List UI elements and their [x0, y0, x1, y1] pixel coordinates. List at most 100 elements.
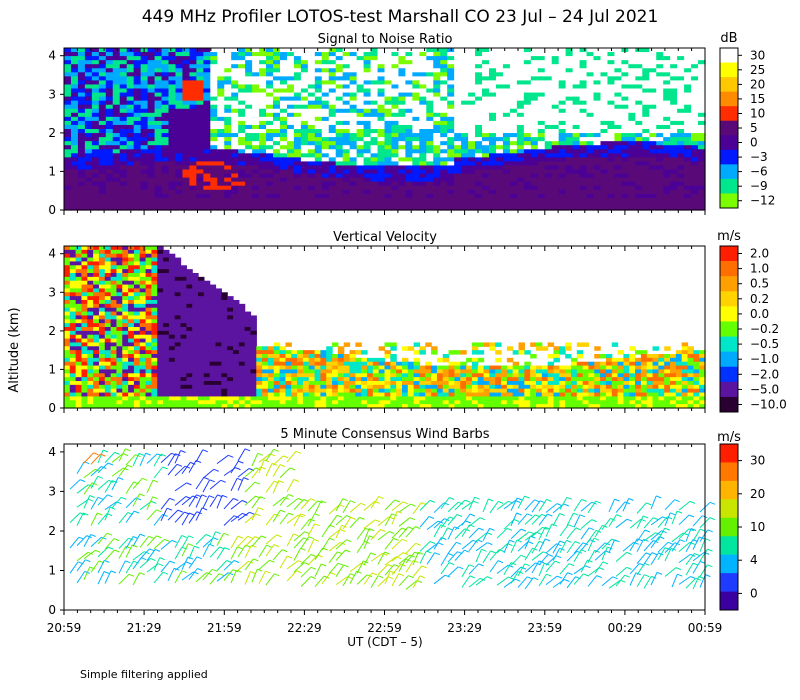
- snr-cell: [684, 104, 692, 110]
- snr-cell: [489, 100, 497, 106]
- snr-cell: [691, 137, 699, 142]
- snr-cell: [572, 64, 581, 69]
- velocity-cell: [93, 300, 100, 305]
- velocity-cell: [116, 392, 123, 398]
- snr-cell: [461, 137, 469, 142]
- snr-cell: [600, 92, 609, 98]
- velocity-cell: [81, 296, 88, 301]
- snr-cell: [321, 181, 330, 187]
- snr-cell: [691, 72, 699, 77]
- snr-cell: [621, 173, 629, 179]
- snr-cell: [196, 137, 204, 142]
- snr-cell: [454, 52, 462, 57]
- velocity-cell: [209, 327, 217, 332]
- velocity-cell: [186, 338, 193, 344]
- snr-cell: [621, 145, 629, 150]
- snr-cell: [91, 84, 100, 90]
- snr-cell: [245, 189, 253, 195]
- snr-cell: [252, 145, 260, 150]
- snr-cell: [203, 72, 211, 77]
- snr-cell: [530, 116, 539, 122]
- snr-cell: [105, 76, 114, 81]
- snr-cell: [91, 173, 100, 179]
- snr-cell: [677, 96, 685, 102]
- snr-cell: [509, 149, 518, 154]
- snr-cell: [210, 161, 218, 167]
- snr-cell: [621, 68, 629, 73]
- snr-cell: [537, 165, 546, 171]
- snr-cell: [98, 124, 107, 130]
- snr-cell: [112, 165, 121, 171]
- snr-cell: [356, 84, 365, 90]
- snr-cell: [412, 153, 420, 158]
- snr-cell: [147, 205, 156, 211]
- snr-cell: [126, 205, 135, 211]
- velocity-cell: [133, 292, 141, 297]
- snr-cell: [509, 124, 518, 130]
- snr-cell: [77, 56, 86, 61]
- velocity-cell: [81, 273, 88, 278]
- snr-cell: [502, 185, 511, 191]
- snr-cell: [419, 64, 427, 69]
- snr-cell: [189, 189, 197, 195]
- snr-cell: [196, 60, 204, 65]
- snr-cell: [419, 161, 427, 167]
- velocity-cell: [163, 288, 170, 293]
- snr-cell: [224, 52, 232, 57]
- velocity-cell: [192, 303, 199, 309]
- snr-cell: [405, 201, 413, 207]
- snr-cell: [579, 169, 588, 175]
- snr-cell: [217, 173, 225, 179]
- velocity-cell: [133, 284, 141, 290]
- snr-cell: [377, 145, 386, 150]
- snr-cell: [314, 68, 323, 73]
- snr-cell: [530, 124, 539, 130]
- velocity-cell: [93, 404, 100, 409]
- snr-cell: [245, 201, 253, 207]
- snr-cell: [259, 201, 267, 207]
- snr-cell: [328, 193, 337, 199]
- snr-cell: [558, 141, 567, 146]
- snr-cell: [349, 181, 358, 187]
- velocity-cell: [116, 357, 123, 363]
- snr-cell: [154, 112, 163, 118]
- snr-cell: [203, 68, 211, 73]
- snr-cell: [140, 193, 149, 199]
- velocity-cell: [174, 369, 182, 374]
- snr-cell: [112, 145, 121, 150]
- snr-cell: [98, 68, 107, 73]
- snr-cell: [70, 205, 79, 211]
- snr-cell: [279, 108, 288, 114]
- snr-cell: [530, 197, 539, 203]
- snr-cell: [600, 84, 609, 90]
- snr-cell: [391, 145, 400, 150]
- velocity-cell: [93, 280, 100, 286]
- snr-cell: [530, 157, 539, 162]
- velocity-cell: [192, 342, 199, 347]
- snr-cell: [321, 157, 330, 162]
- snr-cell: [391, 108, 400, 114]
- snr-cell: [370, 68, 379, 73]
- snr-cell: [133, 145, 142, 150]
- snr-cell: [64, 56, 72, 61]
- snr-cell: [530, 52, 539, 57]
- velocity-cell: [110, 384, 118, 390]
- snr-cell: [495, 120, 504, 126]
- snr-cell: [84, 52, 93, 57]
- velocity-cell: [186, 323, 193, 328]
- snr-cell: [349, 76, 358, 81]
- snr-cell: [384, 56, 393, 61]
- snr-cell: [377, 193, 386, 199]
- snr-cell: [502, 84, 511, 90]
- snr-cell: [273, 120, 281, 126]
- snr-cell: [84, 129, 93, 134]
- snr-cell: [530, 112, 539, 118]
- velocity-cell: [145, 303, 153, 309]
- velocity-cell: [238, 303, 246, 309]
- snr-cell: [405, 76, 413, 81]
- velocity-cell: [64, 261, 71, 266]
- snr-cell: [558, 48, 567, 53]
- snr-cell: [614, 201, 622, 207]
- velocity-cell: [145, 330, 153, 336]
- snr-cell: [217, 201, 225, 207]
